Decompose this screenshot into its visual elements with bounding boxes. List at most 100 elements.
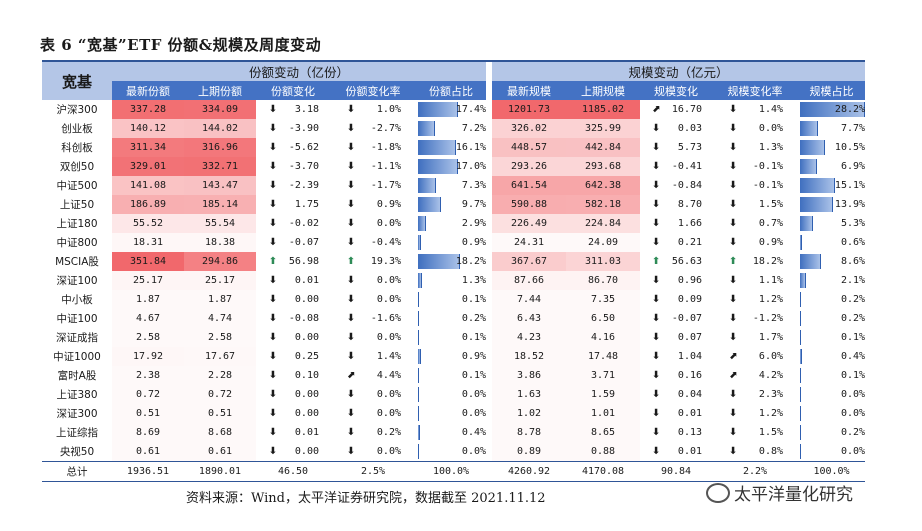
down-arrow-icon: ⬇	[651, 313, 661, 324]
col-header: 规模占比	[798, 81, 866, 100]
share-bar	[418, 102, 459, 117]
total-cell: 4260.92	[492, 461, 567, 482]
share-change: ⬇ 0.10	[256, 366, 330, 385]
value-text: 1.3%	[461, 275, 487, 286]
share-bar	[800, 292, 802, 307]
down-arrow-icon: ⬇	[346, 427, 356, 438]
value-text: 0.1%	[840, 370, 866, 381]
value-text: 1.7%	[758, 332, 784, 343]
etf-name: 沪深300	[56, 104, 98, 116]
share-bar	[418, 140, 456, 155]
scale-prev: 17.48	[566, 347, 640, 366]
value-text: 18.2%	[455, 256, 487, 267]
scale-change: ⬈ 16.70	[640, 100, 712, 119]
scale-latest: 1201.73	[492, 100, 567, 119]
scale-change: ⬇ 0.03	[640, 119, 712, 138]
down-arrow-icon: ⬇	[346, 142, 356, 153]
value-text: 6.9%	[840, 161, 866, 172]
value-text: 18.2%	[752, 256, 784, 267]
scale-prev: 7.35	[566, 290, 640, 309]
value-text: -0.84	[671, 180, 703, 191]
down-arrow-icon: ⬇	[651, 332, 661, 343]
table-row: 双创50 329.01 332.71 ⬇ -3.70 ⬇ -1.1% 17.0% 293.26 2…	[42, 157, 865, 176]
share-prev: 332.71	[184, 157, 256, 176]
down-arrow-icon: ⬇	[346, 332, 356, 343]
down-arrow-icon: ⬇	[268, 427, 278, 438]
scale-ratio: 28.2%	[798, 100, 865, 119]
etf-name: 中证500	[56, 180, 98, 192]
share-bar	[418, 425, 420, 440]
share-prev: 143.47	[184, 176, 256, 195]
down-arrow-icon: ⬇	[268, 180, 278, 191]
value-text: -0.1%	[752, 180, 784, 191]
share-change: ⬇ -3.70	[256, 157, 330, 176]
value-text: 0.0%	[376, 218, 401, 229]
col-header: 份额变化	[256, 81, 330, 100]
value-text: 7.7%	[840, 123, 866, 134]
value-text: -0.1%	[752, 161, 784, 172]
value-text: 9.7%	[461, 199, 487, 210]
share-bar	[418, 159, 458, 174]
share-ratio: 0.1%	[416, 290, 486, 309]
share-group-header: 份额变动（亿份）	[112, 62, 487, 81]
value-text: 0.4%	[840, 351, 866, 362]
share-change: ⬇ 0.00	[256, 404, 330, 423]
watermark: 太平洋量化研究	[706, 480, 853, 505]
share-ratio: 0.0%	[416, 404, 486, 423]
etf-name: 双创50	[59, 161, 95, 173]
scale-ratio: 0.0%	[798, 385, 865, 404]
diagonal-arrow-icon: ⬈	[728, 351, 738, 362]
share-prev: 334.09	[184, 100, 256, 119]
down-arrow-icon: ⬇	[651, 275, 661, 286]
share-latest: 2.38	[112, 366, 184, 385]
value-text: 0.01	[677, 446, 703, 457]
share-bar	[418, 406, 419, 421]
scale-ratio: 0.1%	[798, 328, 865, 347]
share-change-rate: ⬇ -1.1%	[330, 157, 416, 176]
scale-change: ⬇ 0.21	[640, 233, 712, 252]
scale-latest: 226.49	[492, 214, 567, 233]
share-ratio: 7.3%	[416, 176, 486, 195]
share-latest: 4.67	[112, 309, 184, 328]
value-text: 0.1%	[461, 294, 487, 305]
value-text: 0.2%	[840, 427, 866, 438]
value-text: 7.2%	[461, 123, 487, 134]
down-arrow-icon: ⬇	[651, 446, 661, 457]
scale-change-rate: ⬇ 0.0%	[712, 119, 798, 138]
share-bar	[800, 102, 866, 117]
scale-change-rate: ⬇ 1.2%	[712, 290, 798, 309]
share-prev: 55.54	[184, 214, 256, 233]
scale-change-rate: ⬇ 1.2%	[712, 404, 798, 423]
scale-change: ⬇ 1.04	[640, 347, 712, 366]
value-text: 0.0%	[376, 408, 401, 419]
share-change-rate: ⬆ 19.3%	[330, 252, 416, 271]
down-arrow-icon: ⬇	[728, 218, 738, 229]
share-bar	[418, 292, 420, 307]
down-arrow-icon: ⬇	[651, 218, 661, 229]
scale-change: ⬇ 0.07	[640, 328, 712, 347]
share-bar	[418, 444, 419, 459]
total-cell: 2.5%	[330, 461, 416, 482]
share-change-rate: ⬈ 4.4%	[330, 366, 416, 385]
title-underline	[42, 60, 865, 62]
scale-change-rate: ⬇ 1.5%	[712, 423, 798, 442]
etf-name: 中小板	[61, 294, 93, 306]
share-ratio: 16.1%	[416, 138, 486, 157]
share-bar	[800, 178, 836, 193]
down-arrow-icon: ⬇	[268, 275, 278, 286]
etf-name: MSCIA股	[55, 256, 99, 268]
share-latest: 0.51	[112, 404, 184, 423]
value-text: -1.8%	[370, 142, 401, 153]
value-text: -0.07	[671, 313, 703, 324]
scale-ratio: 0.2%	[798, 423, 865, 442]
share-change-rate: ⬇ 0.0%	[330, 271, 416, 290]
value-text: 56.98	[288, 256, 319, 267]
share-prev: 316.96	[184, 138, 256, 157]
down-arrow-icon: ⬇	[346, 294, 356, 305]
down-arrow-icon: ⬇	[346, 123, 356, 134]
table-row: 沪深300 337.28 334.09 ⬇ 3.18 ⬇ 1.0% 17.4% 1201.73 1…	[42, 100, 865, 119]
share-latest: 337.28	[112, 100, 184, 119]
value-text: 1.5%	[758, 199, 784, 210]
share-change: ⬇ 0.00	[256, 290, 330, 309]
share-latest: 2.58	[112, 328, 184, 347]
